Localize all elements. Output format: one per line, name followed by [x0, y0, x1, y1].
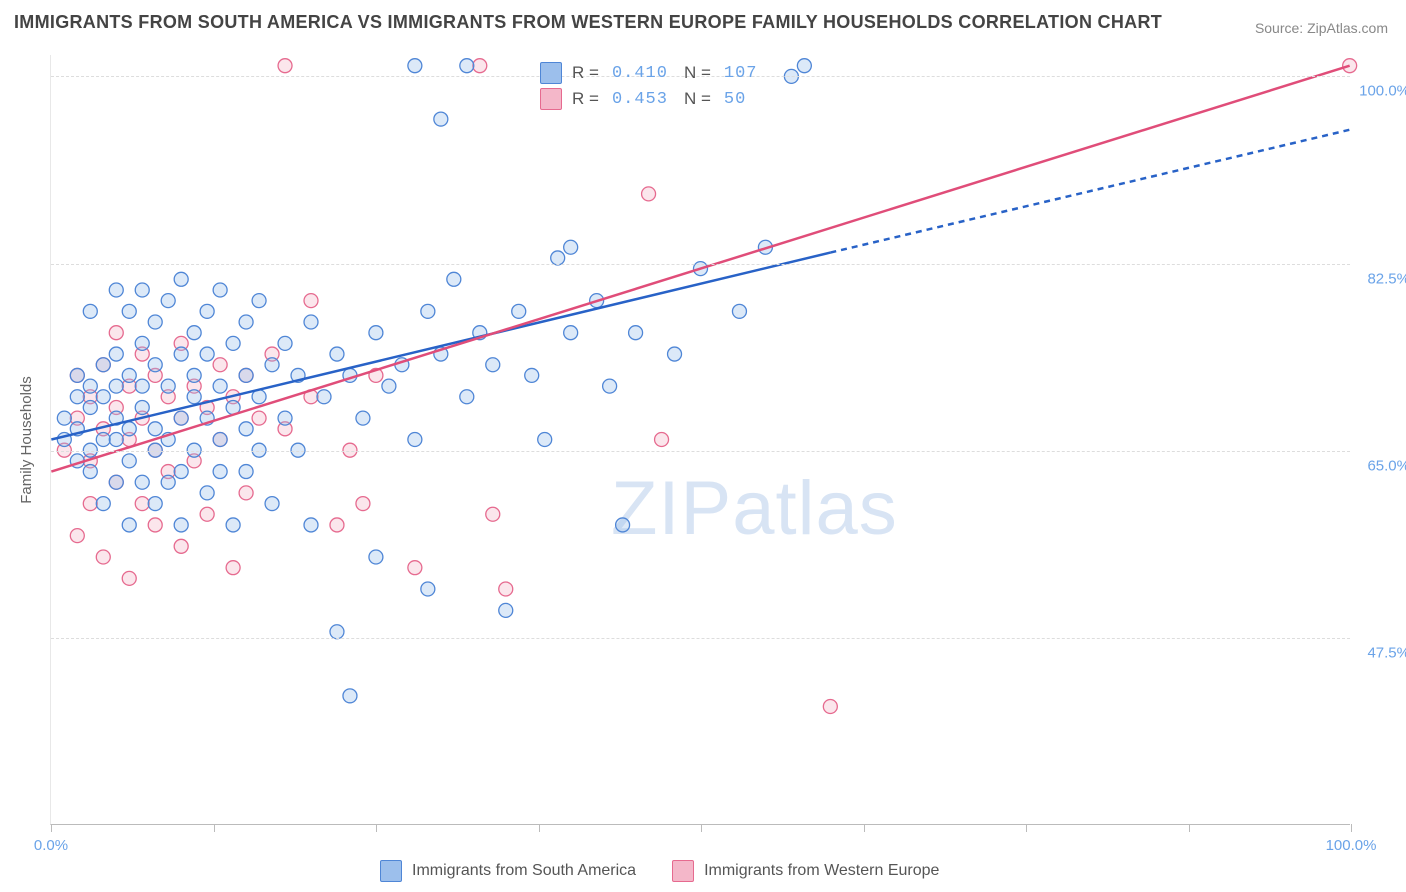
legend-item-sa: Immigrants from South America	[380, 860, 636, 882]
legend-swatch-sa-icon	[380, 860, 402, 882]
legend-label-sa: Immigrants from South America	[412, 862, 636, 880]
y-tick-label: 65.0%	[1355, 457, 1406, 474]
legend-swatch-sa	[540, 62, 562, 84]
legend-n-label: N =	[684, 89, 711, 109]
legend-r-label: R =	[572, 63, 599, 83]
scatter-plot	[51, 55, 1350, 824]
legend-n-value-we: 50	[724, 90, 746, 109]
legend-n-value-sa: 107	[724, 64, 758, 83]
legend-r-value-we: 0.453	[612, 90, 668, 109]
y-tick-label: 82.5%	[1355, 270, 1406, 287]
legend-r-value-sa: 0.410	[612, 64, 668, 83]
x-tick-label: 100.0%	[1326, 837, 1377, 854]
chart-title: IMMIGRANTS FROM SOUTH AMERICA VS IMMIGRA…	[14, 12, 1162, 33]
legend-correlation: R = 0.410 N = 107 R = 0.453 N = 50	[540, 60, 764, 112]
legend-n-label: N =	[684, 63, 711, 83]
legend-r-label: R =	[572, 89, 599, 109]
legend-swatch-we-icon	[672, 860, 694, 882]
y-tick-label: 47.5%	[1355, 644, 1406, 661]
legend-item-we: Immigrants from Western Europe	[672, 860, 939, 882]
source-attribution: Source: ZipAtlas.com	[1255, 20, 1388, 36]
legend-row-we: R = 0.453 N = 50	[540, 86, 764, 112]
legend-row-sa: R = 0.410 N = 107	[540, 60, 764, 86]
plot-area: ZIPatlas 47.5%65.0%82.5%100.0%0.0%100.0%	[50, 55, 1350, 825]
legend-label-we: Immigrants from Western Europe	[704, 862, 939, 880]
legend-swatch-we	[540, 88, 562, 110]
x-tick-label: 0.0%	[34, 837, 68, 854]
y-axis-label: Family Households	[18, 376, 35, 504]
legend-series: Immigrants from South America Immigrants…	[380, 860, 939, 882]
y-tick-label: 100.0%	[1355, 83, 1406, 100]
